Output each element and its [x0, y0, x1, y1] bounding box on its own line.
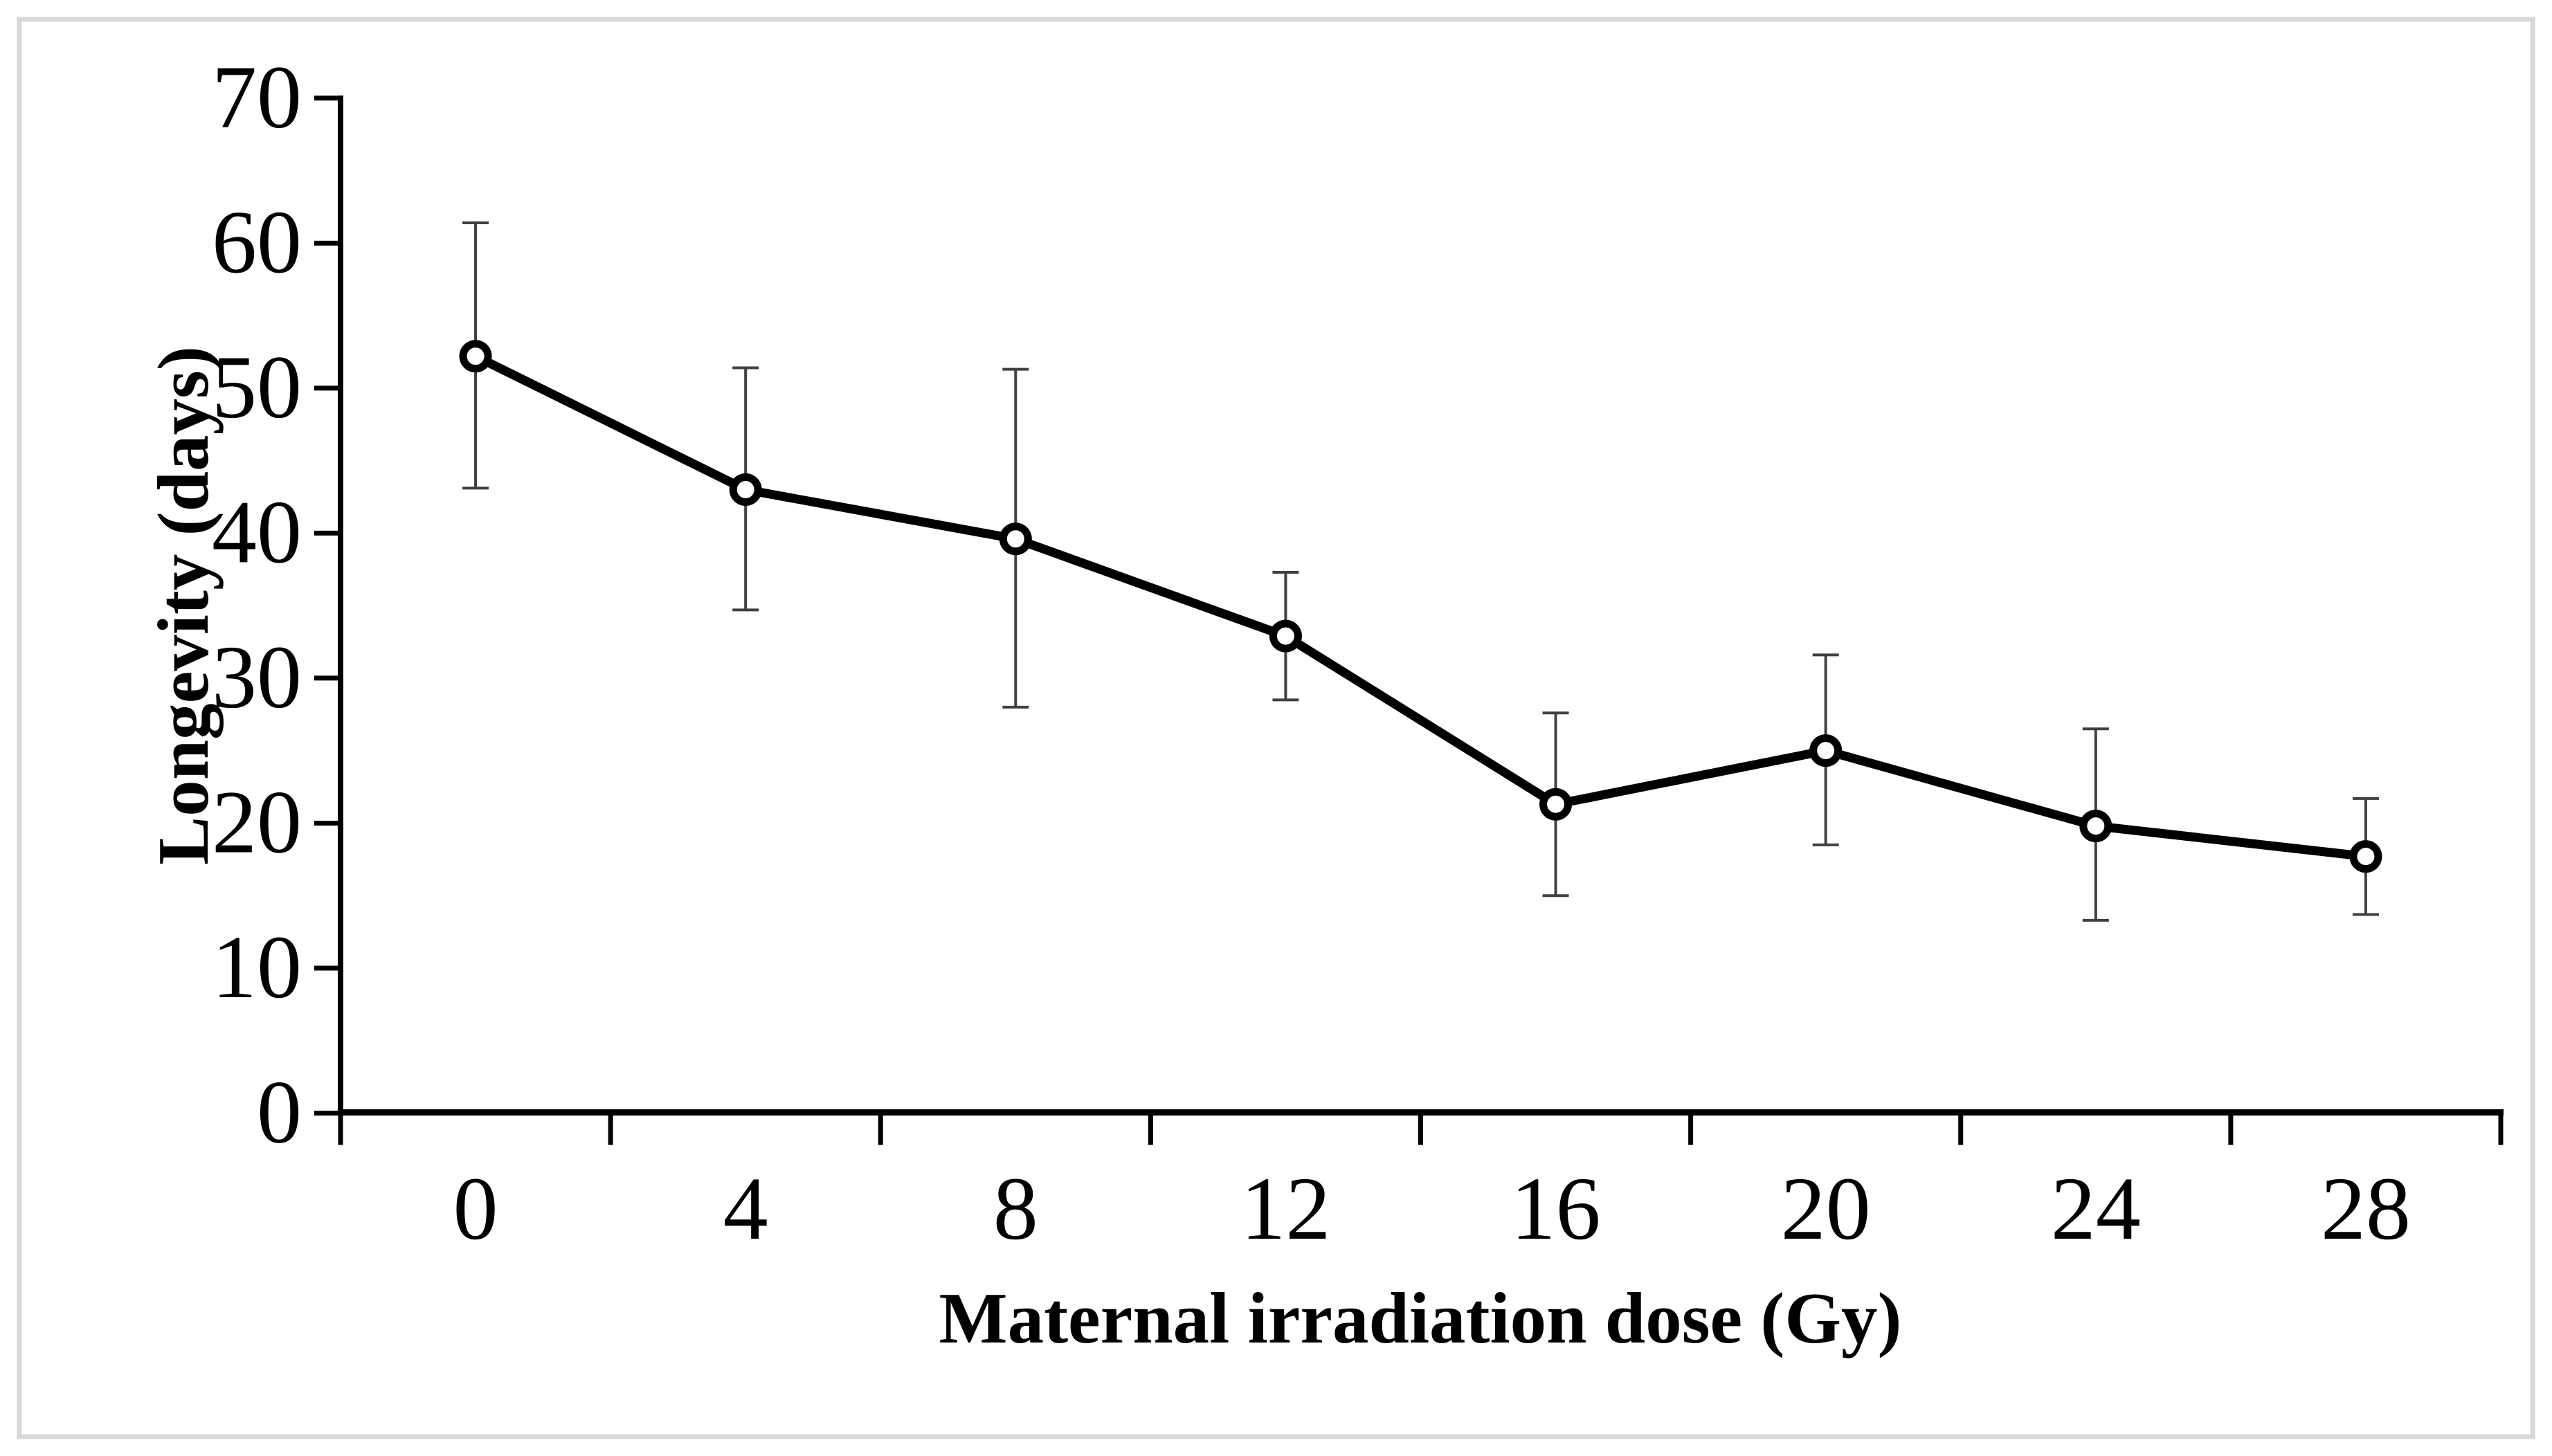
data-point-marker — [1809, 734, 1843, 767]
y-tick-label: 20 — [212, 772, 302, 872]
x-tick-label: 24 — [2051, 1159, 2141, 1259]
y-tick-label: 50 — [212, 338, 302, 437]
x-tick-label: 20 — [1781, 1159, 1871, 1259]
data-point-marker — [1269, 619, 1302, 653]
data-series-group — [459, 340, 2382, 873]
y-tick-label: 60 — [212, 192, 302, 292]
chart-border — [17, 17, 2535, 1439]
x-tick-label: 28 — [2321, 1159, 2411, 1259]
data-point-marker — [999, 522, 1032, 556]
data-point-marker — [2079, 810, 2112, 843]
y-tick-label: 30 — [212, 628, 302, 727]
x-axis-title: Maternal irradiation dose (Gy) — [939, 1277, 1901, 1358]
x-tick-label: 0 — [453, 1159, 498, 1259]
y-tick-label: 40 — [212, 482, 302, 582]
y-axis-ticks-group: 0 10 20 30 40 50 60 70 — [212, 48, 341, 1163]
x-tick-label: 8 — [993, 1159, 1038, 1259]
data-point-marker — [729, 473, 762, 507]
y-tick-label: 10 — [212, 918, 302, 1017]
data-point-marker — [459, 340, 492, 373]
x-tick-label: 4 — [723, 1159, 768, 1259]
data-point-marker — [2349, 840, 2382, 873]
data-point-marker — [1539, 788, 1573, 821]
x-tick-label: 16 — [1511, 1159, 1601, 1259]
y-tick-label: 0 — [257, 1063, 302, 1163]
series-line — [471, 352, 2371, 862]
y-axis-title: Longevity (days) — [143, 346, 224, 865]
x-tick-label: 12 — [1240, 1159, 1330, 1259]
y-tick-label: 70 — [212, 48, 302, 147]
x-axis-ticks-group: 0 4 8 12 16 20 24 28 — [338, 1113, 2504, 1259]
